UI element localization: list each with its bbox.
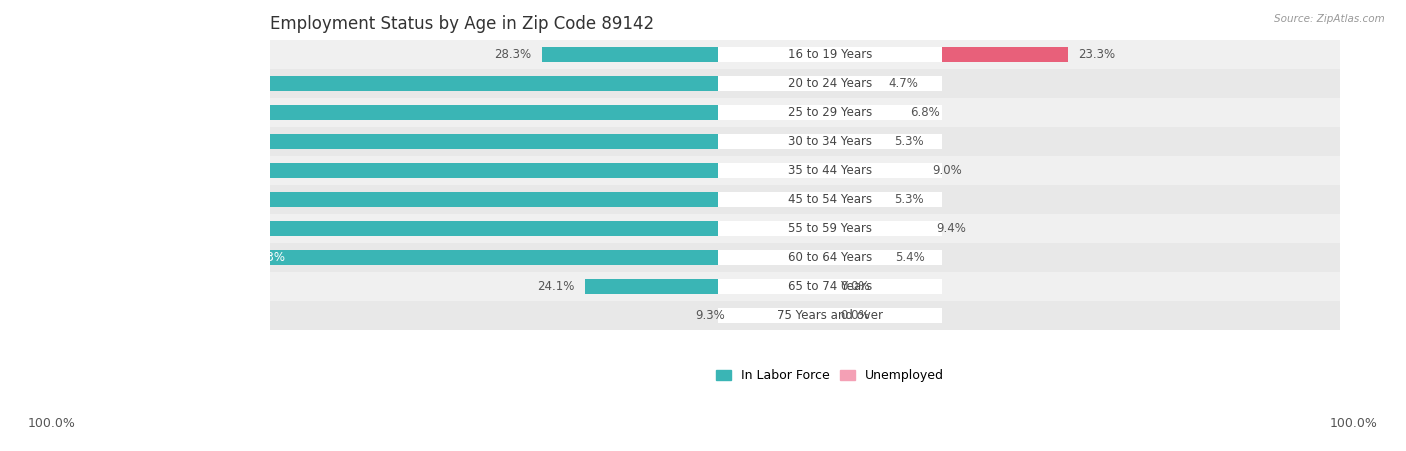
Bar xyxy=(0,40,1340,69)
Text: 9.3%: 9.3% xyxy=(696,309,725,322)
Text: 28.3%: 28.3% xyxy=(495,48,531,61)
Bar xyxy=(52,192,831,207)
Text: 9.0%: 9.0% xyxy=(932,164,962,177)
Text: 4.7%: 4.7% xyxy=(889,77,918,90)
Bar xyxy=(236,250,831,265)
Text: 100.0%: 100.0% xyxy=(28,418,76,430)
Bar xyxy=(718,134,942,149)
Text: 25 to 29 Years: 25 to 29 Years xyxy=(789,106,872,119)
Bar xyxy=(39,163,831,178)
Text: 76.3%: 76.3% xyxy=(65,193,101,206)
Bar xyxy=(718,76,942,91)
Bar xyxy=(831,134,884,149)
Text: 5.3%: 5.3% xyxy=(894,193,924,206)
Text: 30 to 34 Years: 30 to 34 Years xyxy=(789,135,872,148)
Bar xyxy=(718,250,942,265)
Text: 9.4%: 9.4% xyxy=(936,222,966,235)
Text: 58.3%: 58.3% xyxy=(249,251,285,264)
Text: 81.9%: 81.9% xyxy=(7,77,45,90)
Bar xyxy=(0,69,1340,98)
Text: 45 to 54 Years: 45 to 54 Years xyxy=(789,193,872,206)
Text: 23.3%: 23.3% xyxy=(1078,48,1115,61)
Bar xyxy=(718,105,942,120)
Text: 5.3%: 5.3% xyxy=(894,135,924,148)
Bar xyxy=(0,185,1340,214)
Text: 80.3%: 80.3% xyxy=(24,135,60,148)
Text: 16 to 19 Years: 16 to 19 Years xyxy=(789,48,873,61)
Bar xyxy=(718,163,942,178)
Bar xyxy=(831,76,879,91)
Bar xyxy=(0,301,1340,330)
Text: 100.0%: 100.0% xyxy=(1330,418,1378,430)
Text: 6.8%: 6.8% xyxy=(910,106,939,119)
Legend: In Labor Force, Unemployed: In Labor Force, Unemployed xyxy=(711,364,949,387)
Text: 65 to 74 Years: 65 to 74 Years xyxy=(789,280,872,293)
Text: 20 to 24 Years: 20 to 24 Years xyxy=(789,77,872,90)
Text: 72.5%: 72.5% xyxy=(104,222,141,235)
Bar xyxy=(0,76,831,91)
Bar xyxy=(831,250,886,265)
Bar xyxy=(0,127,1340,156)
Bar xyxy=(718,192,942,207)
Text: 0.0%: 0.0% xyxy=(841,280,870,293)
Text: 55 to 59 Years: 55 to 59 Years xyxy=(789,222,872,235)
Bar xyxy=(831,105,900,120)
Bar xyxy=(831,192,884,207)
Bar xyxy=(0,156,1340,185)
Text: 77.6%: 77.6% xyxy=(52,164,89,177)
Bar xyxy=(718,308,942,323)
Bar xyxy=(735,308,831,323)
Bar xyxy=(541,47,831,62)
Bar xyxy=(91,221,831,236)
Bar xyxy=(718,221,942,236)
Text: 75 Years and over: 75 Years and over xyxy=(778,309,883,322)
Bar xyxy=(718,279,942,294)
Text: 24.1%: 24.1% xyxy=(537,280,575,293)
Text: 35 to 44 Years: 35 to 44 Years xyxy=(789,164,872,177)
Text: 75.9%: 75.9% xyxy=(69,106,105,119)
Bar xyxy=(585,279,831,294)
Bar xyxy=(56,105,831,120)
Bar xyxy=(831,163,922,178)
Text: 5.4%: 5.4% xyxy=(896,251,925,264)
Bar xyxy=(718,47,942,62)
Bar xyxy=(0,98,1340,127)
Text: Employment Status by Age in Zip Code 89142: Employment Status by Age in Zip Code 891… xyxy=(270,15,654,33)
Bar xyxy=(0,214,1340,243)
Text: 0.0%: 0.0% xyxy=(841,309,870,322)
Bar xyxy=(831,221,927,236)
Text: Source: ZipAtlas.com: Source: ZipAtlas.com xyxy=(1274,14,1385,23)
Bar xyxy=(11,134,831,149)
Bar xyxy=(0,272,1340,301)
Bar xyxy=(831,47,1067,62)
Text: 60 to 64 Years: 60 to 64 Years xyxy=(789,251,872,264)
Bar xyxy=(0,243,1340,272)
